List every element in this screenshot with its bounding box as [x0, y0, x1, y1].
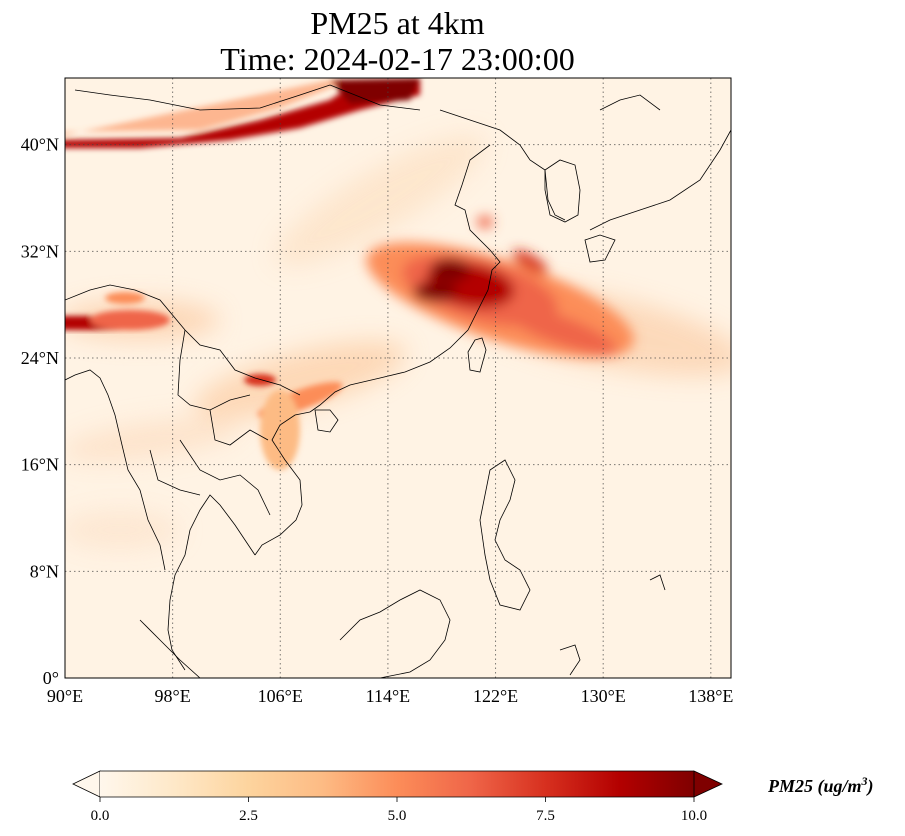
- map-title-line-2: Time: 2024-02-17 23:00:00: [220, 41, 575, 77]
- map-title-line-1: PM25 at 4km: [310, 5, 485, 41]
- map-frame: [64, 77, 732, 679]
- lat-tick-label: 40°N: [21, 135, 59, 155]
- lat-tick-label: 24°N: [21, 348, 59, 368]
- colorbar-gradient: [100, 771, 694, 797]
- lon-tick-labels: 90°E 98°E 106°E 114°E 122°E 130°E 138°E: [47, 686, 734, 706]
- gridlines: [65, 78, 731, 678]
- lon-tick-label: 106°E: [258, 686, 303, 706]
- lon-tick-label: 114°E: [366, 686, 411, 706]
- lon-tick-label: 130°E: [581, 686, 626, 706]
- lon-tick-label: 98°E: [155, 686, 191, 706]
- colorbar-tick-label: 10.0: [681, 808, 707, 824]
- lat-tick-label: 16°N: [21, 455, 59, 475]
- colorbar-tick-label: 0.0: [91, 808, 110, 824]
- lat-tick-label: 32°N: [21, 241, 59, 261]
- pm25-field: [65, 78, 731, 678]
- colorbar: 0.0 2.5 5.0 7.5 10.0: [72, 770, 723, 824]
- colorbar-label: PM25 (ug/m3): [768, 774, 874, 797]
- colorbar-extend-low: [72, 770, 101, 798]
- colorbar-extend-high: [693, 770, 723, 798]
- colorbar-label-text: PM25 (ug/m: [768, 776, 862, 796]
- colorbar-tick-label: 2.5: [239, 808, 258, 824]
- colorbar-label-exp: 3: [861, 774, 868, 788]
- lon-tick-label: 122°E: [473, 686, 518, 706]
- lon-tick-label: 138°E: [688, 686, 733, 706]
- lat-tick-labels: 0° 8°N 16°N 24°N 32°N 40°N: [21, 135, 59, 688]
- coastlines: [65, 84, 731, 678]
- lat-tick-label: 8°N: [30, 561, 59, 581]
- colorbar-tick-label: 5.0: [388, 808, 407, 824]
- lat-tick-label: 0°: [43, 668, 59, 688]
- colorbar-label-close: ): [867, 776, 874, 796]
- lon-tick-label: 90°E: [47, 686, 83, 706]
- colorbar-tick-label: 7.5: [536, 808, 555, 824]
